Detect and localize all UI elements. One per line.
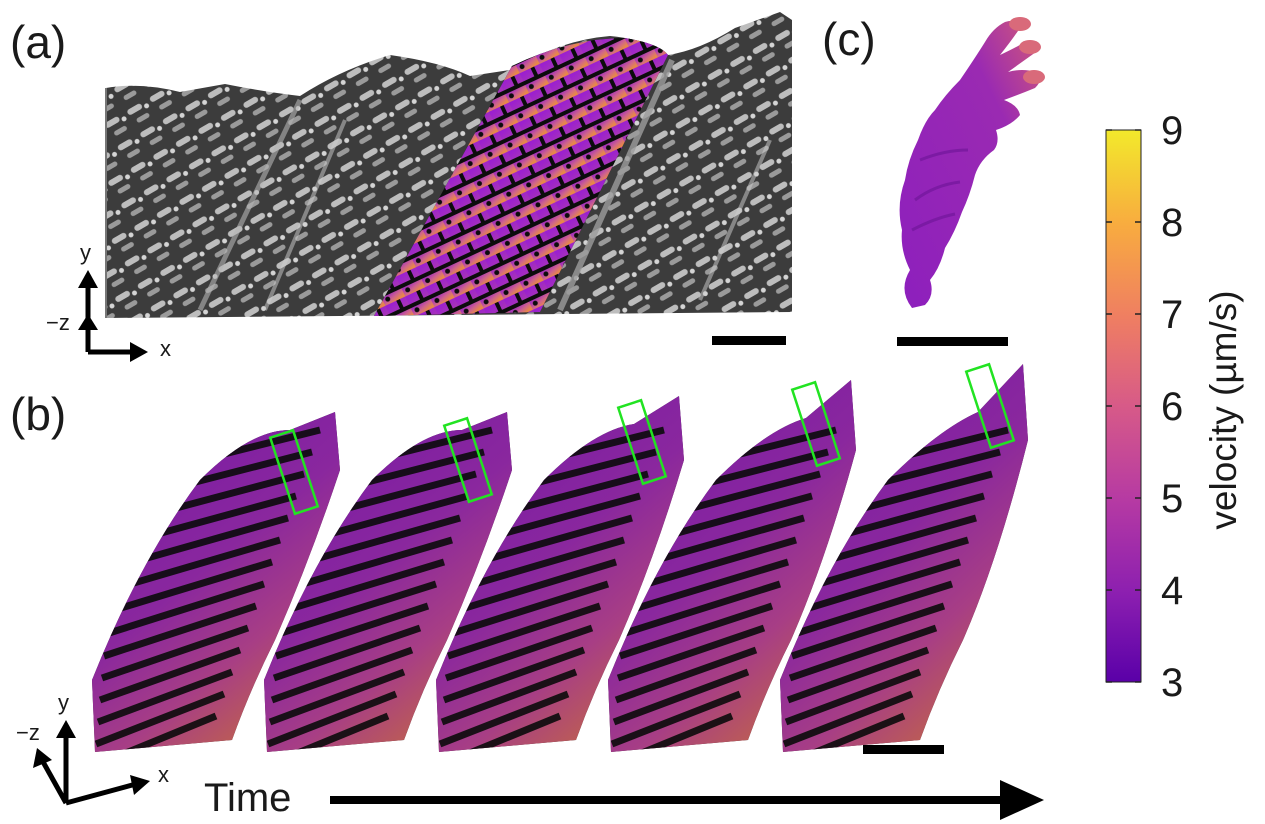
panel-c-label: (c) bbox=[822, 13, 876, 65]
colorbar: 9 8 7 6 5 4 3 velocity (µm/s) bbox=[1105, 109, 1244, 705]
highlight-box bbox=[442, 416, 494, 504]
axis-triad-a: y −z x bbox=[46, 240, 171, 362]
axis-label-z-a: −z bbox=[46, 310, 70, 335]
scale-bar-b bbox=[863, 745, 944, 754]
dendrite-shape bbox=[899, 20, 1041, 308]
highlight-box bbox=[964, 362, 1016, 450]
colorbar-tick-label: 8 bbox=[1161, 201, 1183, 245]
panel-c-dendrite bbox=[899, 17, 1045, 308]
axis-label-x-b: x bbox=[158, 762, 169, 787]
scale-bar-c bbox=[897, 337, 1008, 346]
colorbar-tick-label: 9 bbox=[1161, 109, 1183, 153]
colorbar-tick-label: 5 bbox=[1161, 477, 1183, 521]
snapshot bbox=[92, 412, 340, 752]
time-arrow-head bbox=[1000, 780, 1044, 820]
axis-label-y-b: y bbox=[58, 690, 69, 715]
colorbar-label: velocity (µm/s) bbox=[1203, 290, 1244, 529]
panel-a-volume bbox=[105, 12, 792, 318]
scale-bar-a bbox=[712, 336, 786, 345]
colorbar-tick-label: 4 bbox=[1161, 569, 1183, 613]
panel-a-label: (a) bbox=[10, 16, 66, 68]
axis-label-y-a: y bbox=[80, 240, 91, 265]
colorbar-tick-label: 3 bbox=[1161, 661, 1183, 705]
highlight-box bbox=[616, 398, 668, 486]
panel-b-label: (b) bbox=[10, 388, 66, 440]
colorbar-tick-label: 6 bbox=[1161, 385, 1183, 429]
snapshot bbox=[264, 412, 512, 752]
highlight-box bbox=[268, 428, 320, 516]
axis-label-x-a: x bbox=[160, 336, 171, 361]
axis-triad-b: y −z x bbox=[16, 690, 169, 806]
highlighted-slab bbox=[374, 38, 668, 316]
snapshot bbox=[436, 396, 684, 752]
highlight-box bbox=[790, 380, 842, 468]
colorbar-tick-label: 7 bbox=[1161, 293, 1183, 337]
axis-label-z-b: −z bbox=[16, 720, 40, 745]
panel-b-snapshots bbox=[92, 362, 1028, 752]
time-label: Time bbox=[204, 776, 291, 820]
